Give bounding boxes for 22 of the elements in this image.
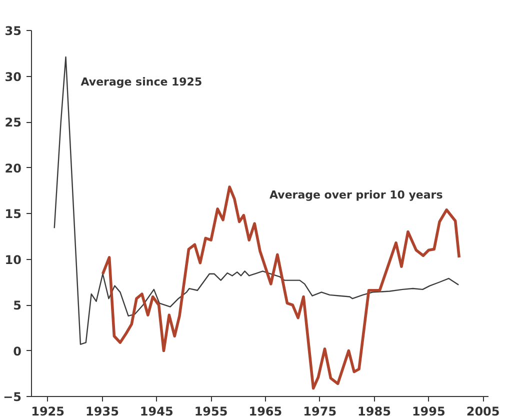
- y-tick-label: 35: [4, 24, 22, 38]
- y-tick-label: 20: [4, 161, 22, 176]
- line-series: [54, 56, 460, 345]
- series-label: Average over prior 10 years: [270, 188, 444, 202]
- x-tick-label: 1945: [140, 404, 174, 418]
- x-tick-label: 1965: [248, 404, 282, 418]
- line-series: [101, 186, 461, 390]
- x-tick-label: 1925: [31, 404, 65, 418]
- x-tick-label: 1985: [358, 404, 391, 418]
- x-tick-label: 1975: [303, 404, 337, 418]
- x-tick-label: 1955: [194, 404, 228, 418]
- x-tick-label: 2005: [466, 404, 500, 418]
- y-tick-label: 25: [4, 116, 22, 130]
- y-tick-label: 0: [13, 344, 22, 358]
- y-tick-label: 15: [4, 207, 22, 221]
- y-tick-label: 10: [4, 252, 22, 267]
- series-label: Average since 1925: [80, 76, 202, 89]
- x-tick-label: 1995: [412, 404, 446, 418]
- y-tick-label: 30: [4, 70, 22, 84]
- y-tick-label: 5: [13, 298, 22, 312]
- x-tick-label: 1935: [86, 404, 119, 418]
- y-tick-label: −5: [3, 390, 22, 404]
